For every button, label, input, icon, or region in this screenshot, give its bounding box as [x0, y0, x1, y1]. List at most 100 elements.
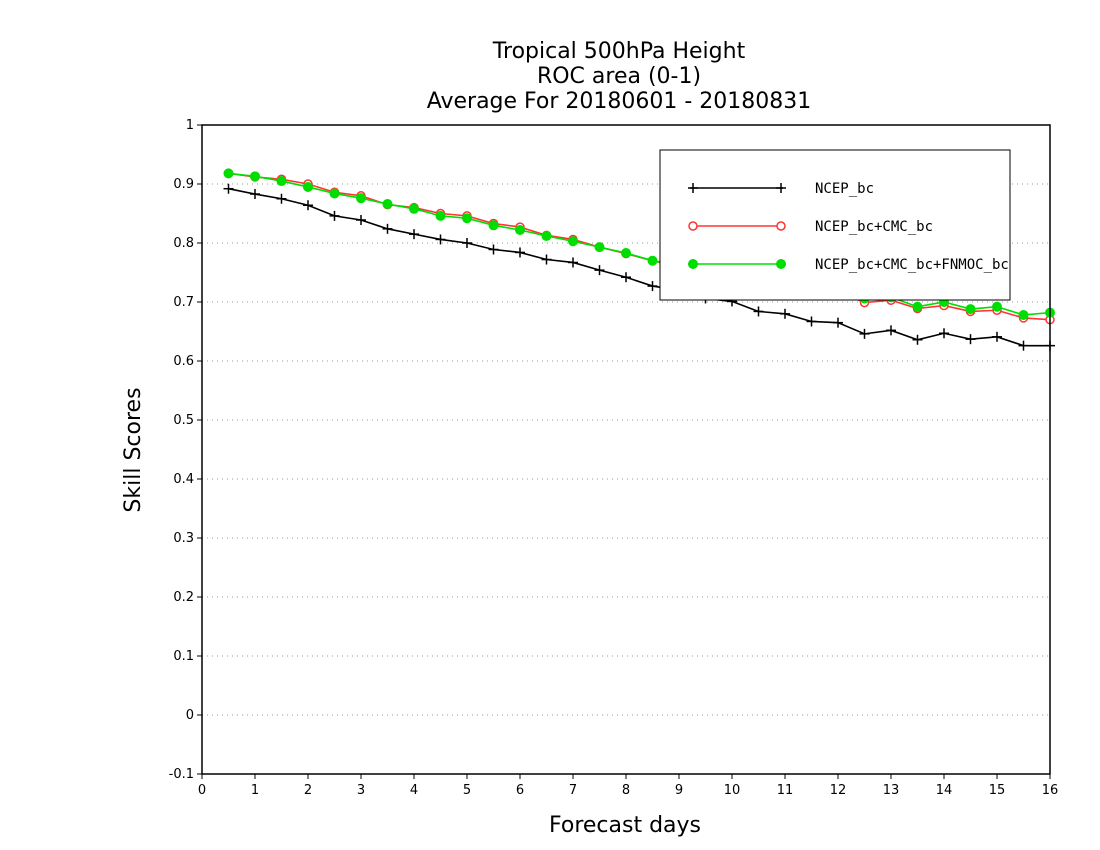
- y-axis-label: Skill Scores: [121, 387, 146, 512]
- data-point: [276, 176, 287, 187]
- y-tick-label: 0.1: [173, 649, 194, 664]
- x-tick-label: 14: [936, 783, 953, 798]
- legend: NCEP_bc NCEP_bc+CMC_bc NCEP_bc+CMC_bc+FNMO…: [659, 149, 1011, 301]
- x-tick-label: 0: [198, 783, 206, 798]
- data-point: [939, 328, 949, 339]
- x-tick-label: 12: [830, 783, 847, 798]
- x-tick-label: 7: [569, 783, 577, 798]
- data-point: [647, 281, 658, 292]
- legend-marker: [776, 259, 786, 269]
- x-tick-label: 2: [304, 783, 312, 798]
- x-axis-label: Forecast days: [549, 813, 701, 838]
- y-tick-label: 0.9: [173, 177, 194, 192]
- chart-title: Tropical 500hPa Height ROC area (0-1) Av…: [427, 39, 812, 114]
- data-point: [223, 168, 234, 179]
- data-point: [647, 255, 658, 266]
- data-point: [435, 210, 446, 221]
- data-point: [912, 301, 923, 312]
- y-tick-label: 1: [186, 118, 194, 133]
- legend-label: NCEP_bc+CMC_bc: [815, 219, 933, 235]
- y-tick-label: 0.6: [173, 354, 194, 369]
- series-line: [228, 187, 1050, 347]
- y-tick-label: 0: [186, 708, 194, 723]
- data-point: [250, 171, 260, 182]
- legend-marker: [688, 259, 698, 269]
- legend-marker: [776, 183, 786, 193]
- y-axis-ticks: -0.1 0 0.1 0.2 0.3 0.4 0.5 0.6 0.7 0.8 0.9 1: [169, 118, 202, 782]
- x-tick-label: 15: [989, 783, 1006, 798]
- data-point: [435, 234, 446, 245]
- legend-marker: [776, 221, 786, 231]
- x-tick-label: 5: [463, 783, 471, 798]
- x-tick-label: 1: [251, 783, 259, 798]
- legend-label: NCEP_bc: [815, 181, 874, 197]
- legend-marker: [688, 221, 698, 231]
- data-point: [223, 183, 234, 194]
- y-tick-label: 0.4: [173, 472, 194, 487]
- data-point: [515, 247, 525, 258]
- chart-title-line-2: ROC area (0-1): [537, 64, 701, 89]
- y-tick-label: 0.3: [173, 531, 194, 546]
- data-point: [568, 236, 578, 247]
- series-0: [223, 183, 1055, 351]
- data-point: [515, 225, 525, 236]
- data-point: [409, 203, 419, 214]
- data-point: [541, 254, 552, 265]
- data-point: [488, 244, 499, 255]
- legend-label: NCEP_bc+CMC_bc+FNMOC_bc: [815, 257, 1009, 273]
- x-tick-label: 9: [675, 783, 683, 798]
- data-point: [594, 242, 605, 253]
- data-point: [594, 265, 605, 276]
- data-point: [965, 334, 976, 345]
- chart-title-line-3: Average For 20180601 - 20180831: [427, 89, 812, 114]
- data-point: [965, 304, 976, 315]
- data-point: [303, 200, 313, 211]
- y-tick-label: 0.5: [173, 413, 194, 428]
- legend-box: [659, 149, 1011, 301]
- y-tick-label: -0.1: [169, 767, 194, 782]
- data-point: [992, 331, 1002, 342]
- x-tick-label: 11: [777, 783, 794, 798]
- data-point: [780, 308, 790, 319]
- legend-marker: [688, 183, 698, 193]
- data-point: [409, 229, 419, 240]
- data-point: [1018, 309, 1029, 320]
- data-point: [992, 301, 1002, 312]
- x-tick-label: 8: [622, 783, 630, 798]
- data-point: [488, 220, 499, 231]
- data-point: [806, 316, 817, 327]
- data-point: [568, 257, 578, 268]
- y-tick-label: 0.8: [173, 236, 194, 251]
- data-point: [329, 210, 340, 221]
- data-point: [621, 248, 631, 259]
- data-point: [859, 328, 870, 339]
- data-point: [1018, 340, 1029, 351]
- chart-title-line-1: Tropical 500hPa Height: [492, 39, 746, 64]
- data-point: [356, 193, 366, 204]
- x-tick-label: 6: [516, 783, 524, 798]
- data-point: [250, 189, 260, 200]
- data-point: [753, 306, 764, 317]
- data-point: [329, 188, 340, 199]
- data-point: [462, 238, 472, 248]
- x-tick-label: 3: [357, 783, 365, 798]
- x-tick-label: 16: [1042, 783, 1059, 798]
- data-point: [621, 272, 631, 283]
- x-axis-ticks: 0 1 2 3 4 5 6 7 8 9 10 11 12 13 14 15 16: [198, 774, 1058, 798]
- data-point: [356, 214, 366, 225]
- x-tick-label: 13: [883, 783, 900, 798]
- y-tick-label: 0.7: [173, 295, 194, 310]
- data-point: [462, 213, 472, 224]
- y-tick-label: 0.2: [173, 590, 194, 605]
- x-tick-label: 10: [724, 783, 741, 798]
- data-point: [382, 199, 393, 210]
- data-point: [833, 317, 843, 328]
- x-tick-label: 4: [410, 783, 418, 798]
- data-point: [541, 230, 552, 241]
- data-point: [382, 223, 393, 234]
- data-point: [886, 325, 896, 336]
- data-point: [303, 181, 313, 192]
- data-point: [912, 334, 923, 345]
- plot-frame: [201, 124, 1051, 775]
